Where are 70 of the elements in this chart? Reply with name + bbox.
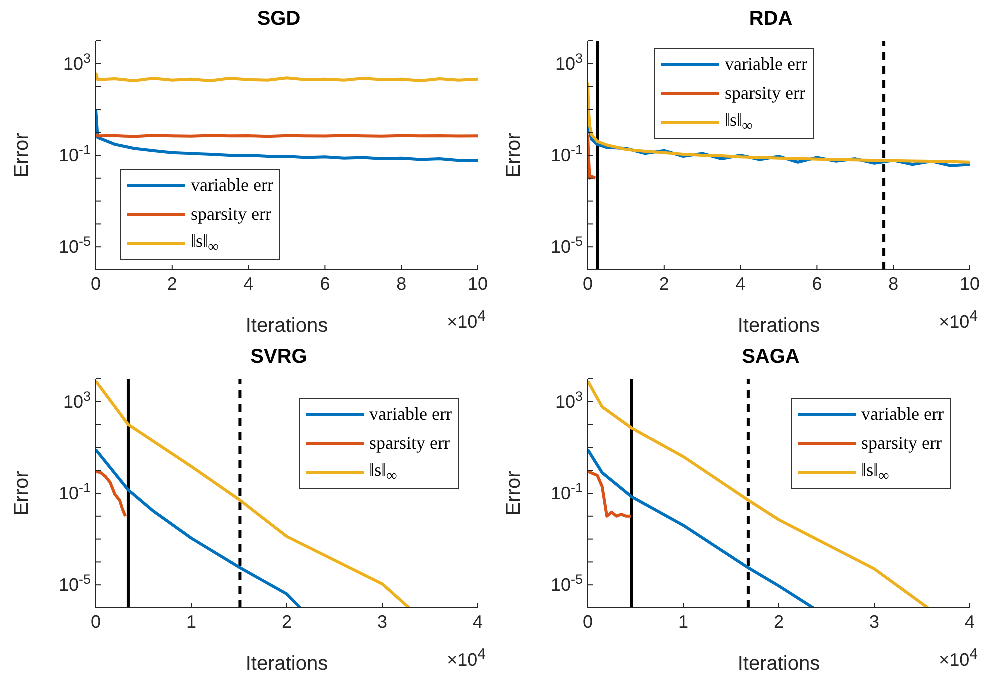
y-tick-label: 10$^{3}$ [63,50,91,74]
legend-label: ‖s‖$_{∞}$ [862,460,890,486]
x-tick-label: 3 [869,612,880,632]
y-axis-title: Error [11,470,33,516]
line-series [588,81,970,164]
line-series [96,108,478,162]
y-tick-label: 10$^{-1}$ [550,480,583,504]
y-axis-title: Error [503,470,525,516]
line-series [588,470,632,518]
text: ×10$^{4}$ [447,646,486,671]
line-series [96,448,302,608]
chart-title: SAGA [741,346,801,370]
x-tick-label: 2 [167,274,178,294]
x-tick-label: 8 [396,274,407,294]
x-tick-label: 3 [377,612,388,632]
x-axis-title: Iterations [246,653,328,675]
y-tick-label: 10$^{-5}$ [550,234,583,258]
x-axis-title: Iterations [738,315,820,337]
legend-label: variable err [370,404,452,425]
legend-label: ‖s‖$_{∞}$ [191,230,219,256]
y-tick-label: 10$^{-1}$ [58,480,91,504]
y-tick-label: 10$^{-5}$ [58,234,91,258]
x-tick-label: 4 [964,612,976,632]
x-tick-label: 0 [90,612,102,632]
y-tick-label: 10$^{-5}$ [550,572,583,596]
x-tick-label: 1 [678,612,689,632]
legend-label: sparsity err [191,204,272,225]
line-series [588,133,598,180]
text: ×10$^{4}$ [939,308,978,333]
line-series [588,448,815,608]
y-axis-title: Error [11,132,33,178]
legend-label: variable err [725,54,808,75]
x-tick-label: 4 [244,274,254,294]
y-tick-label: 10$^{-5}$ [58,572,91,596]
legend-label: sparsity err [862,433,942,454]
x-tick-label: 4 [736,274,746,294]
x-tick-label: 0 [582,274,594,294]
legend-label: sparsity err [725,83,806,104]
x-tick-label: 1 [186,612,197,632]
line-series [96,470,128,518]
y-tick-label: 10$^{3}$ [555,388,583,412]
y-axis-title: Error [503,132,525,178]
x-tick-label: 0 [582,612,594,632]
chart-title: SGD [256,8,302,32]
line-series [96,72,478,82]
legend-label: variable err [862,404,944,425]
x-tick-label: 2 [774,612,784,632]
x-tick-label: 4 [472,612,484,632]
legend-label: ‖s‖$_{∞}$ [370,460,398,486]
chart-title: SVRG [250,346,308,370]
text: ×10$^{4}$ [939,646,978,671]
x-tick-label: 10 [960,274,980,294]
x-tick-label: 6 [812,274,822,294]
legend-label: ‖s‖$_{∞}$ [725,110,753,136]
y-tick-label: 10$^{-1}$ [550,142,583,166]
x-tick-label: 0 [90,274,102,294]
legend-label: variable err [191,175,274,196]
y-tick-label: 10$^{-1}$ [58,142,91,166]
y-tick-label: 10$^{3}$ [63,388,91,412]
chart-title: RDA [748,8,794,32]
x-tick-label: 2 [282,612,292,632]
x-tick-label: 6 [320,274,330,294]
y-tick-label: 10$^{3}$ [555,50,583,74]
text: ×10$^{4}$ [447,308,486,333]
x-tick-label: 8 [888,274,899,294]
x-axis-title: Iterations [246,315,328,337]
legend-label: sparsity err [370,433,450,454]
x-tick-label: 10 [468,274,488,294]
x-tick-label: 2 [659,274,670,294]
x-axis-title: Iterations [738,653,820,675]
